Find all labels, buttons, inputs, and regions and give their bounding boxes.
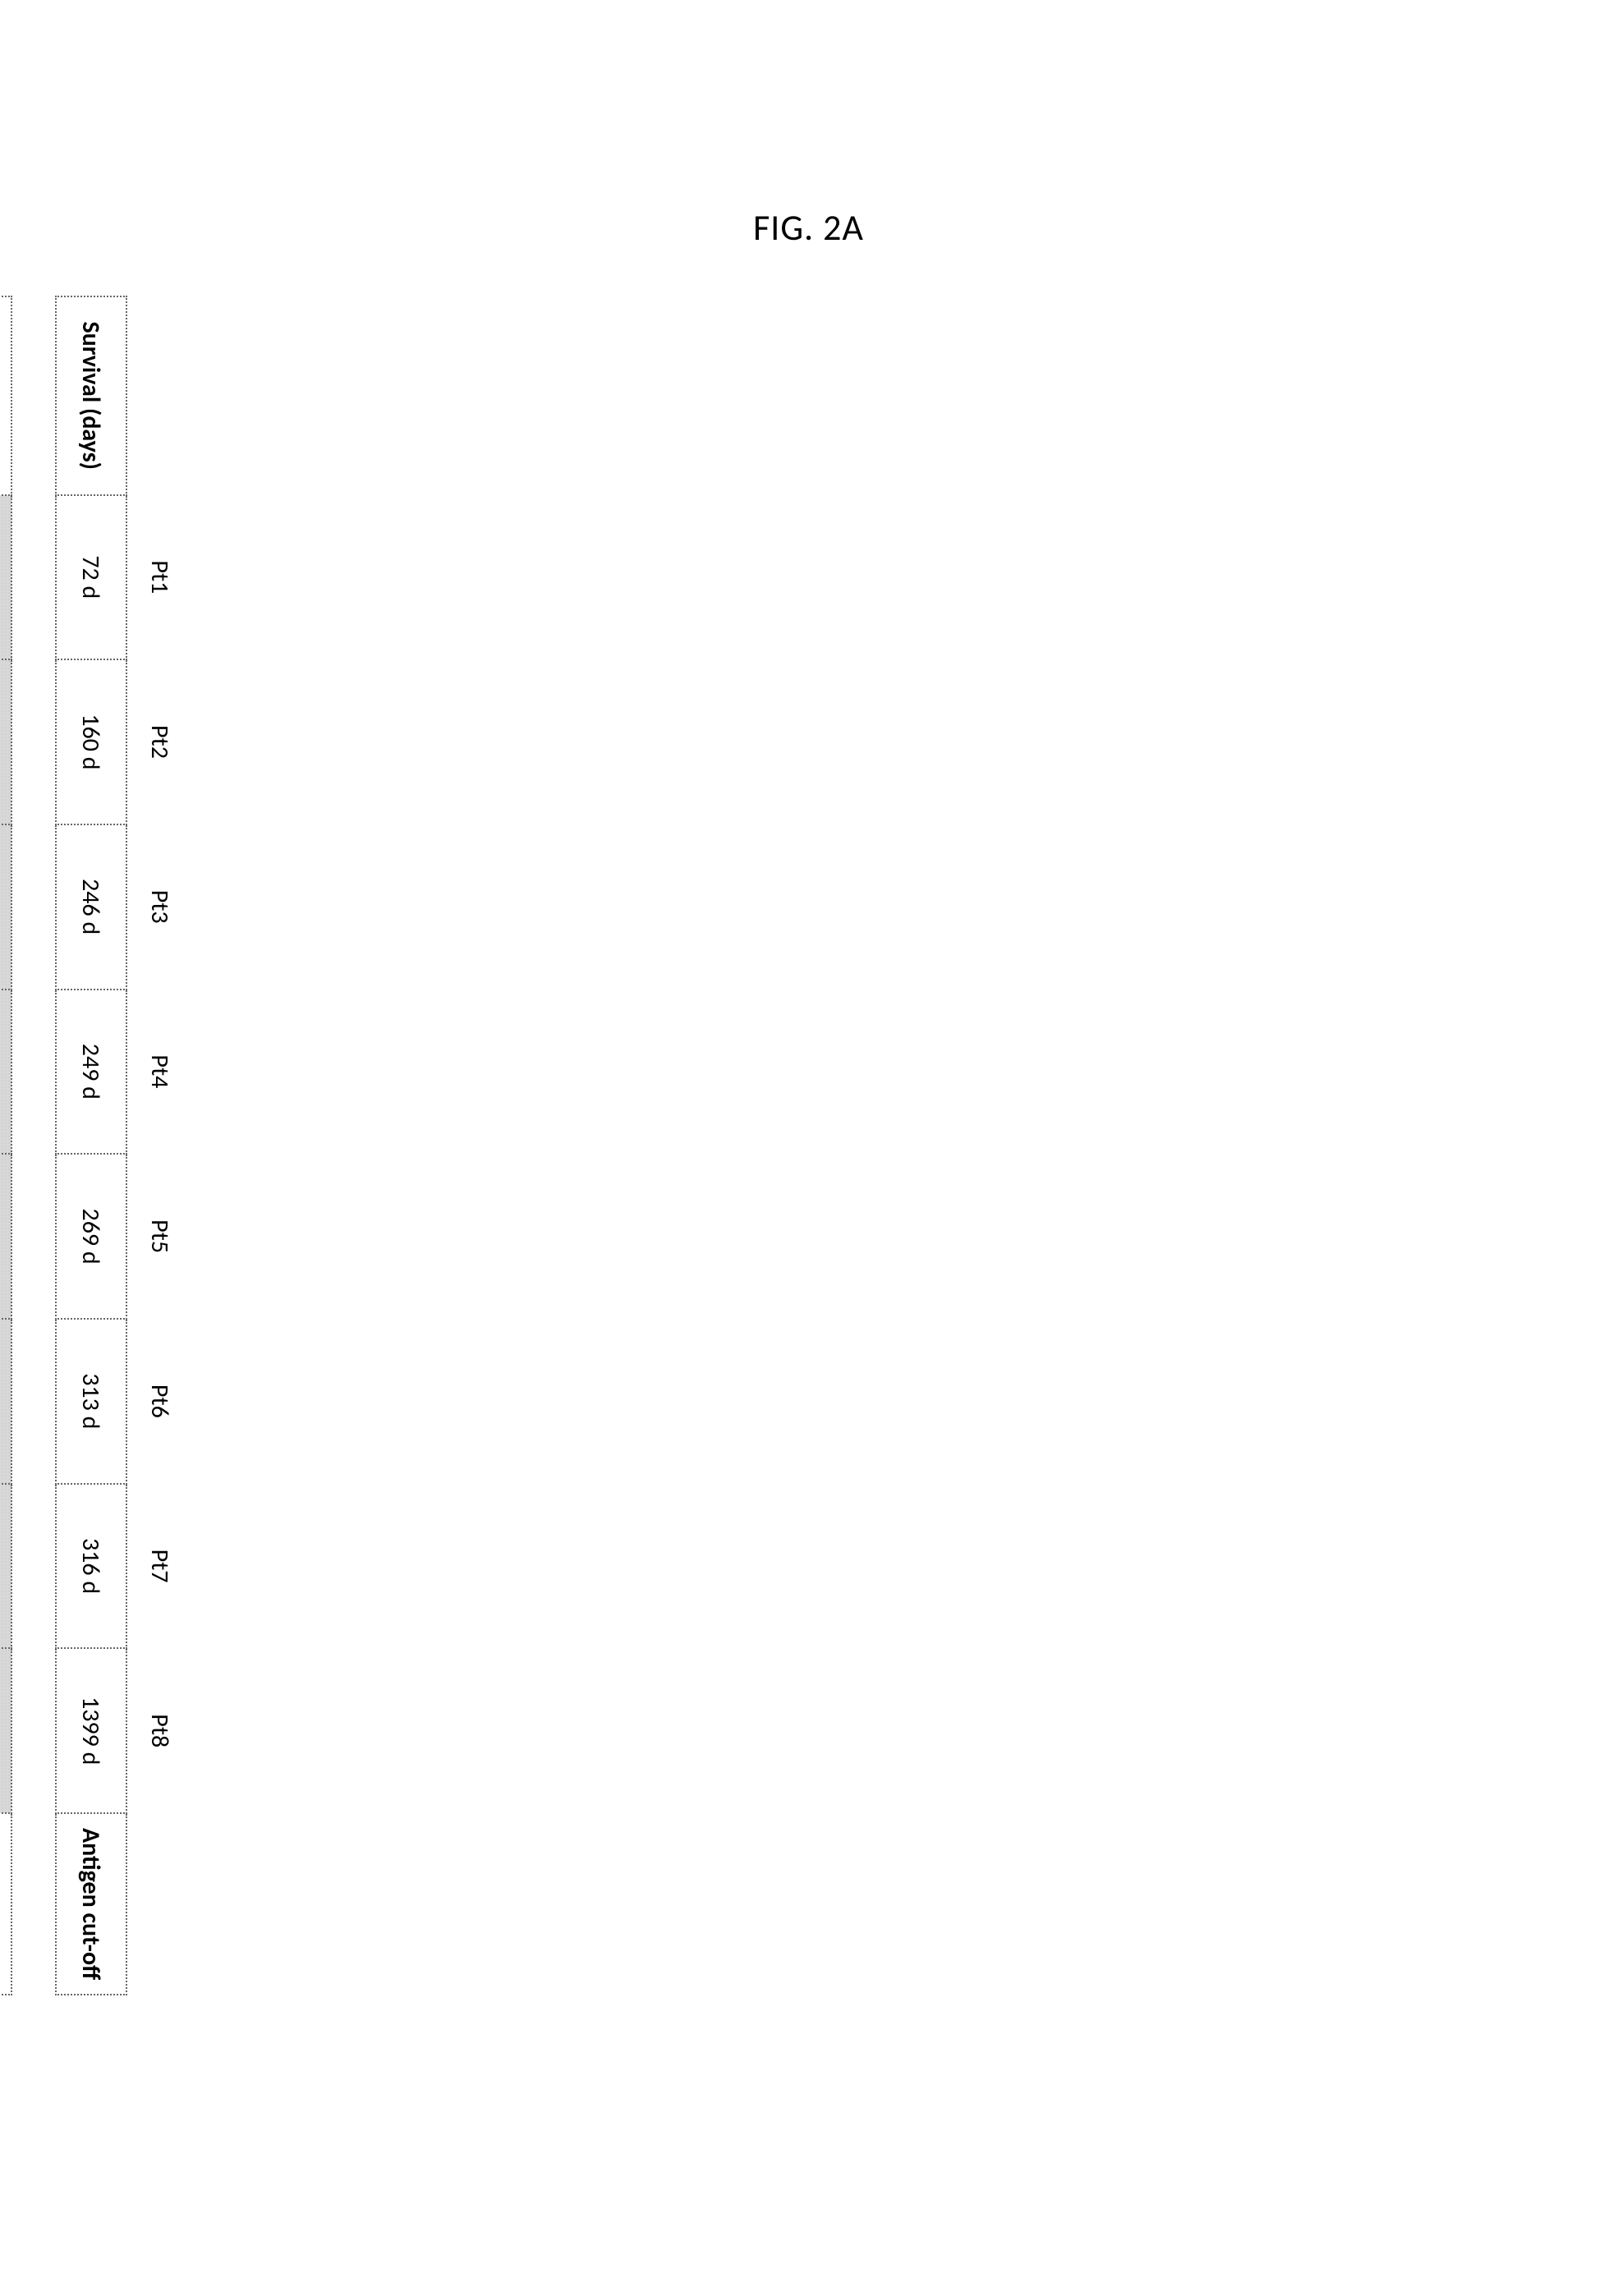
survival-value: 1399 d <box>56 1648 126 1813</box>
table-cell: 1626 <box>0 1154 11 1319</box>
patient-header: Pt2 <box>126 659 193 824</box>
patient-header: Pt4 <box>126 990 193 1155</box>
patient-header: Pt6 <box>126 1319 193 1484</box>
table-cell: 414 <box>0 495 11 660</box>
figure-title: FIG. 2A <box>0 205 1617 250</box>
survival-value: 316 d <box>56 1484 126 1649</box>
survival-value: 72 d <box>56 495 126 660</box>
table-cell: 1630 <box>0 1484 11 1649</box>
patient-header: Pt7 <box>126 1484 193 1649</box>
survival-label: Survival (days) <box>56 296 126 495</box>
table-cell: 942 <box>0 1648 11 1813</box>
survival-value: 269 d <box>56 1154 126 1319</box>
data-table: Pt1Pt2Pt3Pt4Pt5Pt6Pt7Pt8Survival (days)7… <box>0 296 193 1527</box>
survival-value: 249 d <box>56 990 126 1155</box>
survival-value: 160 d <box>56 659 126 824</box>
patient-header: Pt1 <box>126 495 193 660</box>
table-cell: 1212 <box>0 659 11 824</box>
survival-value: 313 d <box>56 1319 126 1484</box>
survival-value: 246 d <box>56 824 126 990</box>
blank <box>126 1813 193 1995</box>
table-cell: 1082 <box>0 990 11 1155</box>
blank <box>126 296 193 495</box>
patient-header: Pt8 <box>126 1648 193 1813</box>
antigen-cutoff-header: Antigen cut-off <box>56 1813 126 1995</box>
table-cell: 2839 <box>0 1319 11 1484</box>
table-cell: 1064 <box>0 824 11 990</box>
patient-header: Pt5 <box>126 1154 193 1319</box>
row-label: CTAG2 <box>0 296 11 495</box>
antigen-cutoff-value: 1621 <box>0 1813 11 1995</box>
patient-header: Pt3 <box>126 824 193 990</box>
